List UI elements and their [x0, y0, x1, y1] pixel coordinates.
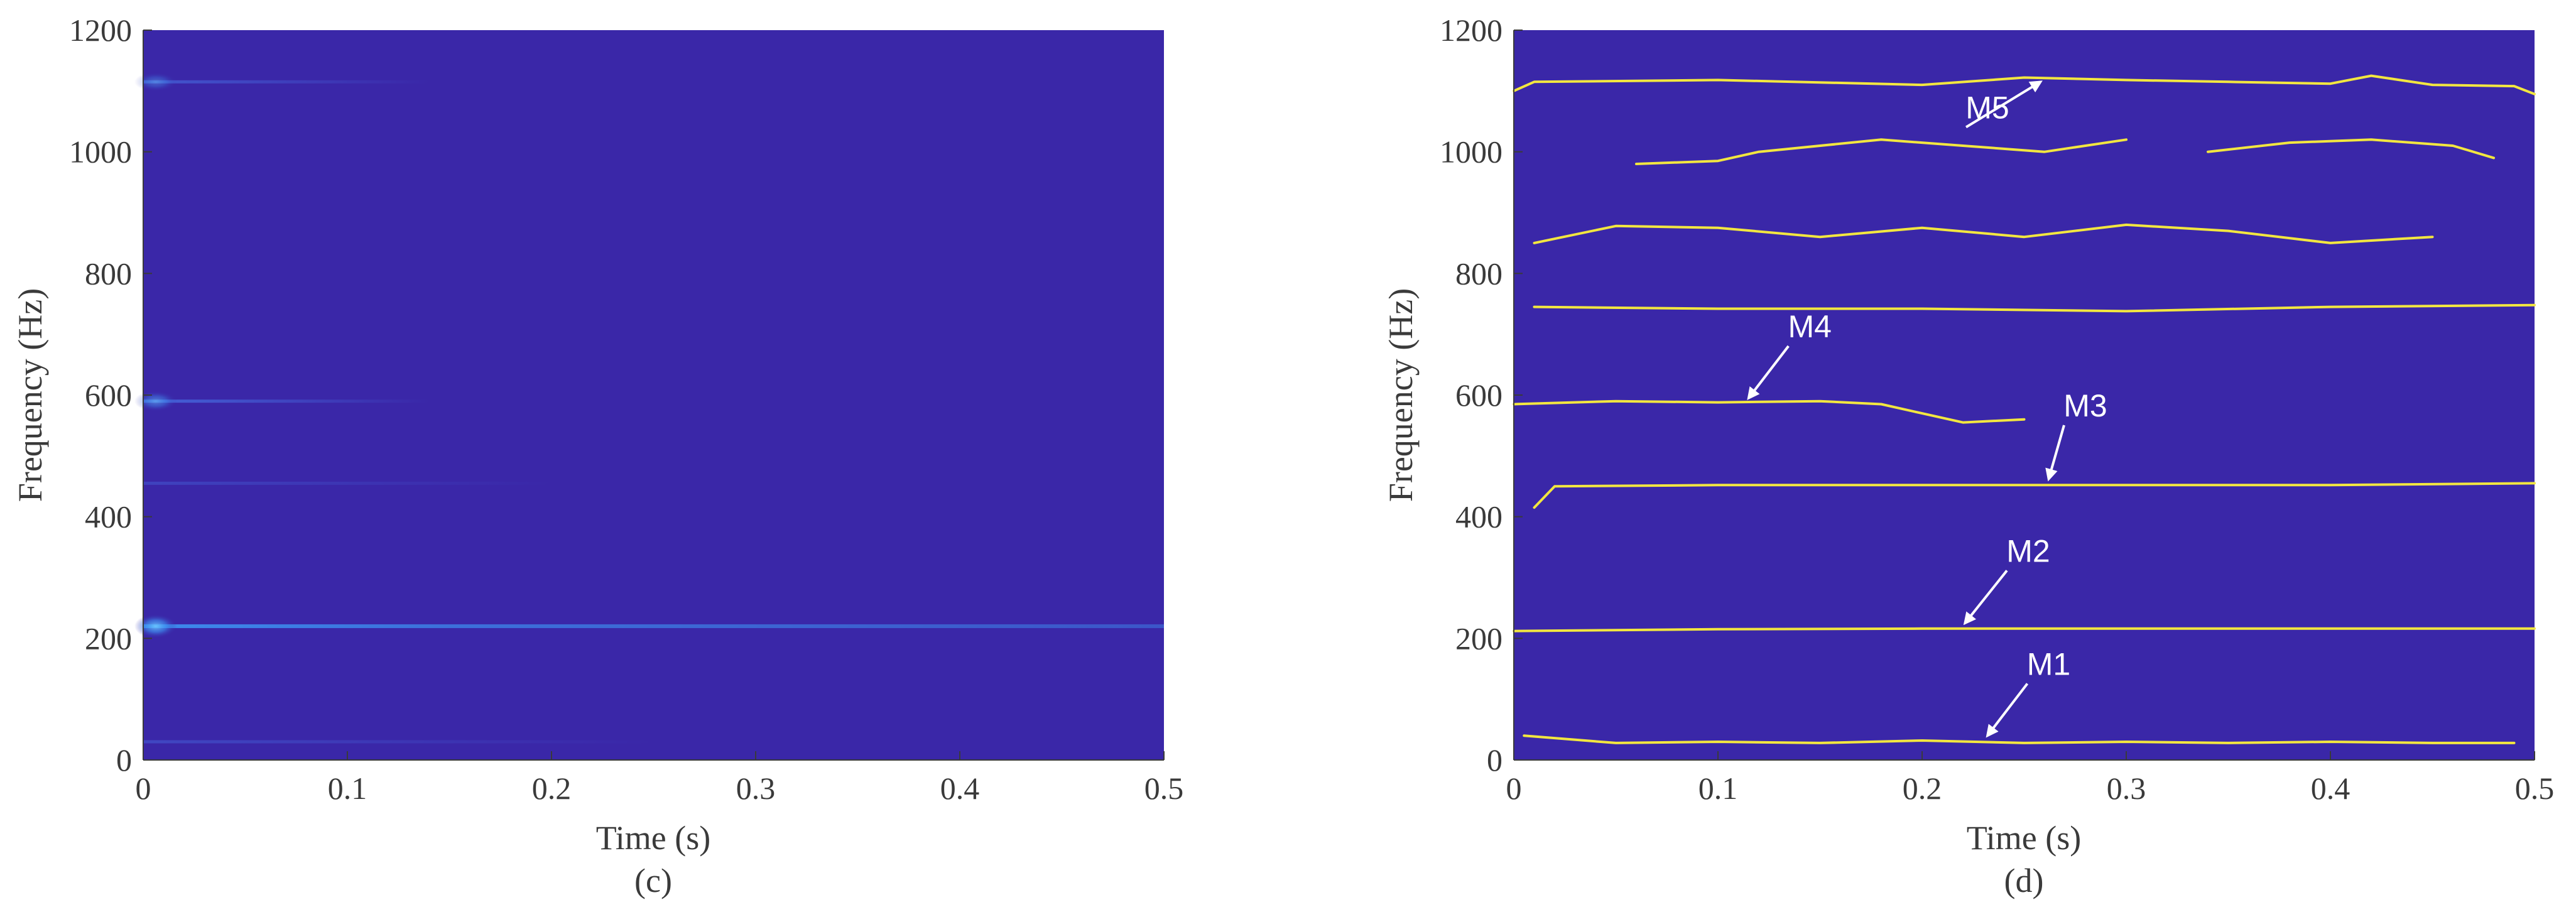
ridge-curve: [1533, 223, 2434, 244]
ridge-curve: [2207, 138, 2495, 160]
y-tick-label: 600: [85, 377, 132, 413]
ridge-m1: [1523, 734, 2516, 744]
x-tick-label: 0.1: [1698, 771, 1738, 806]
x-tick-label: 0: [136, 771, 151, 806]
frequency-band: [143, 624, 1164, 628]
y-tick-label: 200: [85, 621, 132, 656]
y-tick-label: 0: [1487, 742, 1503, 778]
panel-d-x-axis: 0 0.1 0.2 0.3 0.4 0.5: [1506, 751, 2555, 806]
y-tick-label: 800: [85, 256, 132, 291]
frequency-band: [143, 399, 429, 403]
annotation-arrow-m3: [2045, 425, 2065, 482]
ridge-curve: [1533, 303, 2536, 313]
panel-c-label: (c): [634, 862, 672, 899]
x-tick-label: 0.4: [940, 771, 980, 806]
ridge-m5: [1513, 74, 2536, 95]
annotation-label-m1: M1: [2027, 646, 2070, 681]
y-tick-label: 1200: [69, 13, 132, 48]
x-tick-label: 0: [1506, 771, 1522, 806]
panel-c-y-axis: 0 200 400 600 800 1000 1200: [69, 13, 152, 778]
y-tick-label: 400: [85, 499, 132, 535]
y-tick-label: 1000: [69, 134, 132, 170]
panel-d-y-axis: 0 200 400 600 800 1000 1200: [1440, 13, 1523, 778]
panel-d: M1 M2 M3 M4 M5 0 0.1 0.2 0.3 0.4 0.5 0 200 400 600 80…: [1382, 13, 2554, 899]
panel-c-plot-area: [143, 30, 1164, 760]
x-tick-label: 0.2: [532, 771, 572, 806]
y-tick-label: 400: [1455, 499, 1503, 535]
annotation-arrow-m2: [1963, 570, 2008, 626]
annotation-arrow-m5: [1965, 80, 2043, 129]
panel-d-ridges: [1513, 74, 2536, 744]
panel-d-x-axis-label: Time (s): [1967, 819, 2082, 857]
panel-c-bands: [134, 72, 1164, 744]
panel-d-y-tick-labels: 0 200 400 600 800 1000 1200: [1440, 13, 1523, 778]
x-tick-label: 0.5: [1144, 771, 1184, 806]
panel-c-y-axis-label: Frequency (Hz): [11, 288, 49, 502]
x-tick-label: 0.2: [1903, 771, 1942, 806]
band-onset-spot: [134, 614, 177, 639]
annotation-arrow-m4: [1747, 345, 1790, 401]
panel-d-plot-area: [1514, 30, 2535, 760]
panel-d-x-tick-labels: 0 0.1 0.2 0.3 0.4 0.5: [1506, 751, 2555, 806]
y-tick-label: 1000: [1440, 134, 1503, 170]
y-tick-label: 0: [116, 742, 132, 778]
panel-c-x-axis-label: Time (s): [596, 819, 711, 857]
panel-d-label: (d): [2004, 862, 2044, 899]
annotation-arrow-m1: [1986, 683, 2029, 738]
y-tick-label: 600: [1455, 377, 1503, 413]
y-tick-label: 1200: [1440, 13, 1503, 48]
panel-c-x-tick-labels: 0 0.1 0.2 0.3 0.4 0.5: [136, 751, 1184, 806]
frequency-band: [143, 481, 552, 485]
panel-c: 0 0.1 0.2 0.3 0.4 0.5 0 200 400 600 800 1000 1200 T…: [11, 13, 1183, 899]
annotation-label-m2: M2: [2006, 533, 2050, 568]
y-tick-label: 200: [1455, 621, 1503, 656]
annotation-label-m4: M4: [1788, 309, 1832, 344]
band-onset-spot: [134, 391, 177, 412]
x-tick-label: 0.1: [328, 771, 367, 806]
frequency-band: [143, 740, 654, 744]
panel-c-y-tick-labels: 0 200 400 600 800 1000 1200: [69, 13, 152, 778]
ridge-m3: [1533, 482, 2536, 509]
y-tick-label: 800: [1455, 256, 1503, 291]
x-tick-label: 0.5: [2515, 771, 2555, 806]
panel-d-annotations: M1 M2 M3 M4 M5: [1747, 80, 2107, 738]
frequency-band: [143, 80, 429, 84]
band-onset-spot: [134, 72, 177, 92]
panel-d-y-axis-label: Frequency (Hz): [1382, 288, 1420, 502]
annotation-label-m3: M3: [2063, 388, 2107, 423]
x-tick-label: 0.3: [2107, 771, 2146, 806]
x-tick-label: 0.4: [2311, 771, 2350, 806]
annotation-label-m5: M5: [1965, 90, 2009, 125]
ridge-m2: [1513, 627, 2536, 632]
ridge-m4: [1513, 399, 2026, 424]
ridge-curve: [1635, 138, 2128, 165]
panel-c-x-axis: 0 0.1 0.2 0.3 0.4 0.5: [136, 751, 1184, 806]
x-tick-label: 0.3: [736, 771, 776, 806]
